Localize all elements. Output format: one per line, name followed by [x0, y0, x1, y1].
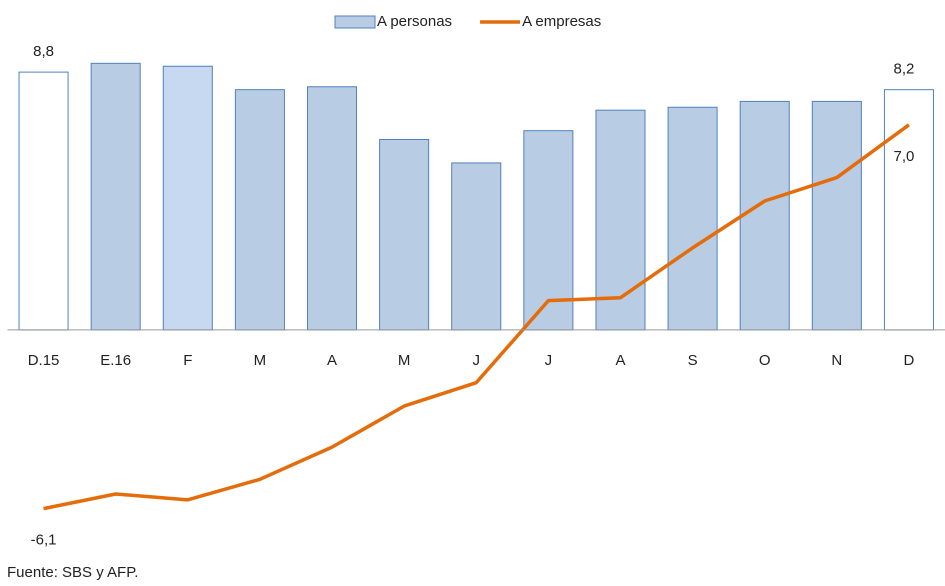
bar — [883, 89, 934, 331]
x-tick-label: J — [545, 352, 553, 369]
bar — [739, 100, 790, 331]
x-tick-label: J — [473, 352, 481, 369]
x-tick-label: A — [615, 352, 625, 369]
x-tick-label: E.16 — [100, 352, 131, 369]
bar — [90, 62, 141, 331]
bar — [18, 71, 69, 331]
x-tick-label: N — [831, 352, 842, 369]
bar — [162, 65, 213, 331]
legend-label: A empresas — [522, 13, 601, 30]
x-tick-label: D — [904, 352, 915, 369]
bar — [379, 138, 430, 331]
bar — [523, 130, 574, 331]
legend-swatch — [334, 15, 376, 29]
x-tick-label: S — [688, 352, 698, 369]
x-tick-label: A — [327, 352, 337, 369]
data-label: 8,8 — [33, 43, 54, 60]
legend-label: A personas — [377, 13, 452, 30]
bar — [667, 106, 718, 331]
x-tick-label: D.15 — [28, 352, 60, 369]
source-note: Fuente: SBS y AFP. — [7, 564, 138, 581]
x-tick-label: F — [183, 352, 192, 369]
bar — [234, 89, 285, 331]
x-tick-label: M — [254, 352, 267, 369]
data-label: -6,1 — [31, 532, 57, 549]
bar — [595, 109, 646, 331]
x-tick-label: O — [759, 352, 771, 369]
bar — [451, 162, 502, 331]
data-label: 8,2 — [894, 61, 915, 78]
data-label: 7,0 — [894, 148, 915, 165]
line — [43, 123, 910, 511]
bar — [307, 86, 358, 331]
bar — [811, 100, 862, 331]
x-tick-label: M — [398, 352, 411, 369]
